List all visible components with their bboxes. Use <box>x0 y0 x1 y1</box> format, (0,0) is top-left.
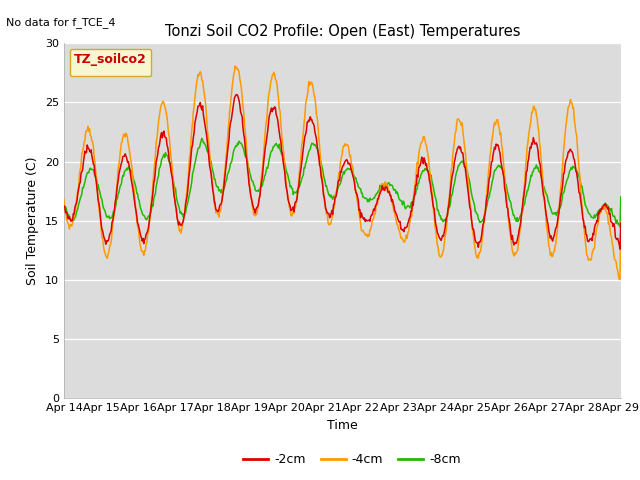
-8cm <box>127 168 135 173</box>
-2cm <box>616 246 624 252</box>
-8cm <box>70 216 78 222</box>
-8cm <box>428 172 435 178</box>
Legend:  <box>70 49 151 76</box>
-8cm <box>214 184 222 190</box>
Title: Tonzi Soil CO2 Profile: Open (East) Temperatures: Tonzi Soil CO2 Profile: Open (East) Temp… <box>164 24 520 39</box>
-2cm <box>60 203 68 209</box>
-4cm <box>214 210 221 216</box>
-8cm <box>411 192 419 198</box>
Line: -4cm: -4cm <box>64 66 621 279</box>
-8cm <box>60 202 68 208</box>
-2cm <box>411 191 419 196</box>
-2cm <box>70 211 78 217</box>
Line: -8cm: -8cm <box>64 138 621 227</box>
Legend: -2cm, -4cm, -8cm: -2cm, -4cm, -8cm <box>238 448 466 471</box>
X-axis label: Time: Time <box>327 419 358 432</box>
-8cm <box>617 194 625 200</box>
-8cm <box>616 224 624 230</box>
-2cm <box>617 220 625 226</box>
-4cm <box>616 276 623 282</box>
Line: -2cm: -2cm <box>64 95 621 249</box>
-4cm <box>127 160 135 166</box>
-2cm <box>127 178 135 183</box>
-4cm <box>70 214 78 220</box>
-4cm <box>184 180 192 185</box>
-4cm <box>428 183 435 189</box>
-8cm <box>198 135 205 141</box>
Y-axis label: Soil Temperature (C): Soil Temperature (C) <box>26 156 40 285</box>
Text: No data for f_TCE_4: No data for f_TCE_4 <box>6 17 116 28</box>
-2cm <box>233 92 241 97</box>
-4cm <box>231 63 239 69</box>
-4cm <box>411 184 419 190</box>
-2cm <box>184 186 192 192</box>
-4cm <box>60 197 68 203</box>
-4cm <box>617 219 625 225</box>
-2cm <box>428 189 435 195</box>
-8cm <box>184 199 192 205</box>
-2cm <box>214 208 221 214</box>
